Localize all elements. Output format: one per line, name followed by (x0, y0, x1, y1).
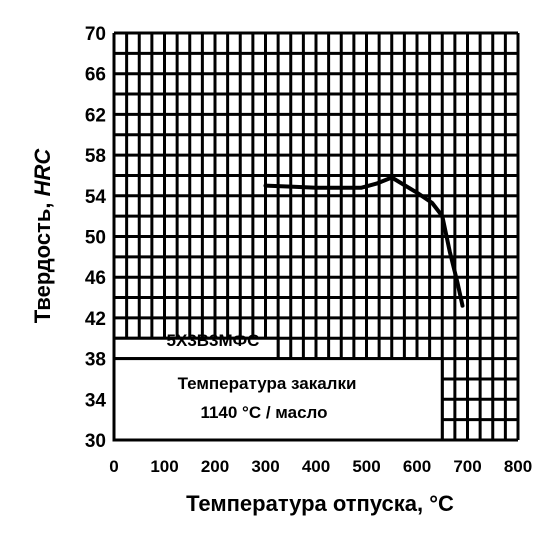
y-tick-label: 58 (85, 146, 106, 167)
steel-grade-label: 5Х3В3МФС (167, 331, 260, 350)
annotation-boxes (112, 336, 444, 442)
y-axis-label-unit: HRC (30, 148, 55, 197)
x-tick-label: 600 (403, 457, 431, 476)
hardness-series-line (263, 175, 465, 308)
y-tick-label: 50 (85, 228, 106, 249)
x-axis-label: Температура отпуска, °С (186, 491, 454, 516)
x-tick-label: 200 (201, 457, 229, 476)
x-tick-label: 300 (251, 457, 279, 476)
y-tick-label: 46 (85, 268, 106, 289)
x-tick-label: 0 (109, 457, 118, 476)
y-tick-label: 66 (85, 65, 106, 86)
x-tick-label: 500 (352, 457, 380, 476)
y-axis-label: Твердость, HRC (30, 148, 55, 324)
y-tick-label: 62 (85, 105, 106, 126)
x-tick-label: 800 (504, 457, 532, 476)
y-tick-label: 30 (85, 431, 106, 452)
quench-info-box (112, 357, 444, 442)
quench-label-line1: Температура закалки (178, 374, 357, 393)
y-tick-label: 38 (85, 350, 106, 371)
y-tick-label: 70 (85, 24, 106, 45)
x-tick-label: 400 (302, 457, 330, 476)
x-tick-label: 100 (150, 457, 178, 476)
x-tick-label: 700 (453, 457, 481, 476)
quench-label-line2: 1140 °С / масло (200, 403, 327, 422)
y-axis-label-prefix: Твердость, (30, 196, 55, 323)
y-tick-label: 54 (85, 187, 107, 208)
y-tick-label: 42 (85, 309, 106, 330)
y-tick-label: 34 (85, 390, 107, 411)
